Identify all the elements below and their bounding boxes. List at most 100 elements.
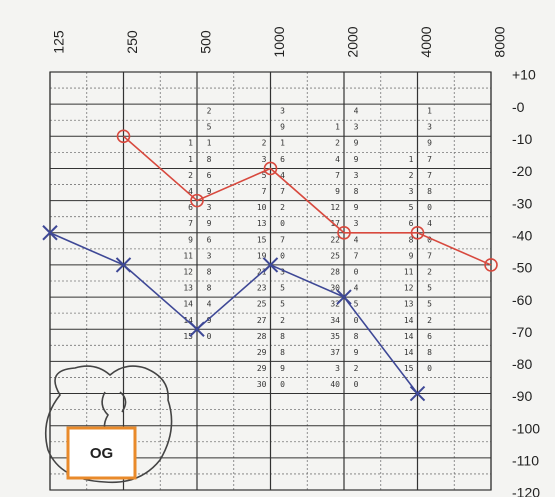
x-tick-label: 4000 <box>418 26 434 57</box>
grid-note: 5 <box>207 123 212 132</box>
grid-note: 4 <box>427 219 432 228</box>
y-tick-label: -60 <box>512 292 532 308</box>
y-tick-label: -70 <box>512 324 532 340</box>
grid-note: 25 <box>257 300 267 309</box>
y-tick-label: -50 <box>512 260 532 276</box>
grid-note: 0 <box>280 251 285 260</box>
grid-note: 2 <box>427 268 432 277</box>
grid-note: 7 <box>354 251 359 260</box>
grid-note: 30 <box>257 380 267 389</box>
y-tick-label: -80 <box>512 356 532 372</box>
x-tick-label: 125 <box>51 30 67 54</box>
grid-note: 13 <box>183 284 193 293</box>
y-tick-label: -110 <box>512 453 539 469</box>
grid-note: 1 <box>409 155 414 164</box>
grid-note: 0 <box>280 380 285 389</box>
grid-note: 7 <box>280 187 285 196</box>
grid-note: 14 <box>404 348 414 357</box>
y-tick-label: -120 <box>512 485 540 497</box>
grid-note: 8 <box>207 284 212 293</box>
grid-note: 9 <box>280 123 285 132</box>
grid-note: 2 <box>354 364 359 373</box>
grid-note: 7 <box>427 251 432 260</box>
grid-note: 15 <box>404 364 414 373</box>
grid-note: 0 <box>354 380 359 389</box>
grid-note: 8 <box>427 187 432 196</box>
x-tick-label: 500 <box>198 30 214 54</box>
x-tick-label: 2000 <box>345 26 361 57</box>
y-tick-label: -10 <box>512 131 532 147</box>
grid-note: 6 <box>207 235 212 244</box>
grid-note: 0 <box>354 268 359 277</box>
grid-note: 0 <box>427 203 432 212</box>
grid-note: 5 <box>427 284 432 293</box>
grid-note: 12 <box>330 203 340 212</box>
grid-note: 8 <box>354 332 359 341</box>
grid-note: 6 <box>207 171 212 180</box>
grid-note: 6 <box>280 155 285 164</box>
grid-note: 3 <box>335 364 340 373</box>
x-tick-label: 8000 <box>492 26 508 57</box>
grid-note: 9 <box>409 251 414 260</box>
y-tick-label: -40 <box>512 227 532 243</box>
grid-note: 3 <box>280 107 285 116</box>
y-tick-label: -0 <box>512 99 525 115</box>
grid-note: 8 <box>207 268 212 277</box>
grid-note: 9 <box>354 155 359 164</box>
grid-note: 9 <box>335 187 340 196</box>
grid-note: 11 <box>183 251 193 260</box>
grid-note: 29 <box>257 364 267 373</box>
grid-note: 9 <box>280 364 285 373</box>
grid-note: 2 <box>207 107 212 116</box>
y-tick-label: -30 <box>512 195 532 211</box>
grid-note: 3 <box>409 187 414 196</box>
grid-note: 6 <box>409 219 414 228</box>
grid-note: 3 <box>354 123 359 132</box>
grid-note: 5 <box>427 300 432 309</box>
grid-note: 28 <box>330 268 340 277</box>
grid-note: 9 <box>354 203 359 212</box>
grid-note: 8 <box>280 348 285 357</box>
grid-note: 7 <box>335 171 340 180</box>
y-tick-label: -20 <box>512 163 532 179</box>
y-tick-label: +10 <box>512 67 536 83</box>
badge-label: OG <box>90 445 113 462</box>
grid-note: 23 <box>257 284 267 293</box>
grid-note: 3 <box>207 203 212 212</box>
grid-note: 4 <box>354 235 359 244</box>
grid-note: 7 <box>188 219 193 228</box>
y-tick-label: -100 <box>512 420 540 436</box>
grid-note: 1 <box>335 123 340 132</box>
grid-note: 29 <box>257 348 267 357</box>
grid-note: 35 <box>330 332 340 341</box>
grid-note: 7 <box>262 187 267 196</box>
grid-note: 27 <box>257 316 267 325</box>
grid-note: 14 <box>404 332 414 341</box>
grid-note: 34 <box>330 316 340 325</box>
grid-note: 13 <box>404 300 414 309</box>
grid-note: 1 <box>207 139 212 148</box>
grid-note: 2 <box>188 171 193 180</box>
grid-note: 2 <box>280 316 285 325</box>
grid-note: 5 <box>409 203 414 212</box>
grid-note: 0 <box>427 364 432 373</box>
audiogram: OG +10 -0 -10 -20 -30 -40 -50 -60 -70 -80 -90 -100 -… <box>0 0 555 497</box>
x-tick-label: 1000 <box>271 26 287 57</box>
grid-note: 4 <box>354 107 359 116</box>
grid-note: 7 <box>427 155 432 164</box>
grid-note: 28 <box>257 332 267 341</box>
grid-note: 13 <box>257 219 267 228</box>
grid-note: 0 <box>207 332 212 341</box>
grid-note: 14 <box>404 316 414 325</box>
grid-note: 15 <box>257 235 267 244</box>
grid-note: 25 <box>330 251 340 260</box>
y-tick-label: -90 <box>512 388 532 404</box>
grid-note: 2 <box>280 203 285 212</box>
grid-note: 0 <box>354 316 359 325</box>
grid-note: 10 <box>257 203 267 212</box>
grid-note: 11 <box>404 268 414 277</box>
grid-note: 8 <box>354 187 359 196</box>
grid-note: 5 <box>280 284 285 293</box>
grid-note: 4 <box>207 300 212 309</box>
grid-note: 3 <box>354 219 359 228</box>
